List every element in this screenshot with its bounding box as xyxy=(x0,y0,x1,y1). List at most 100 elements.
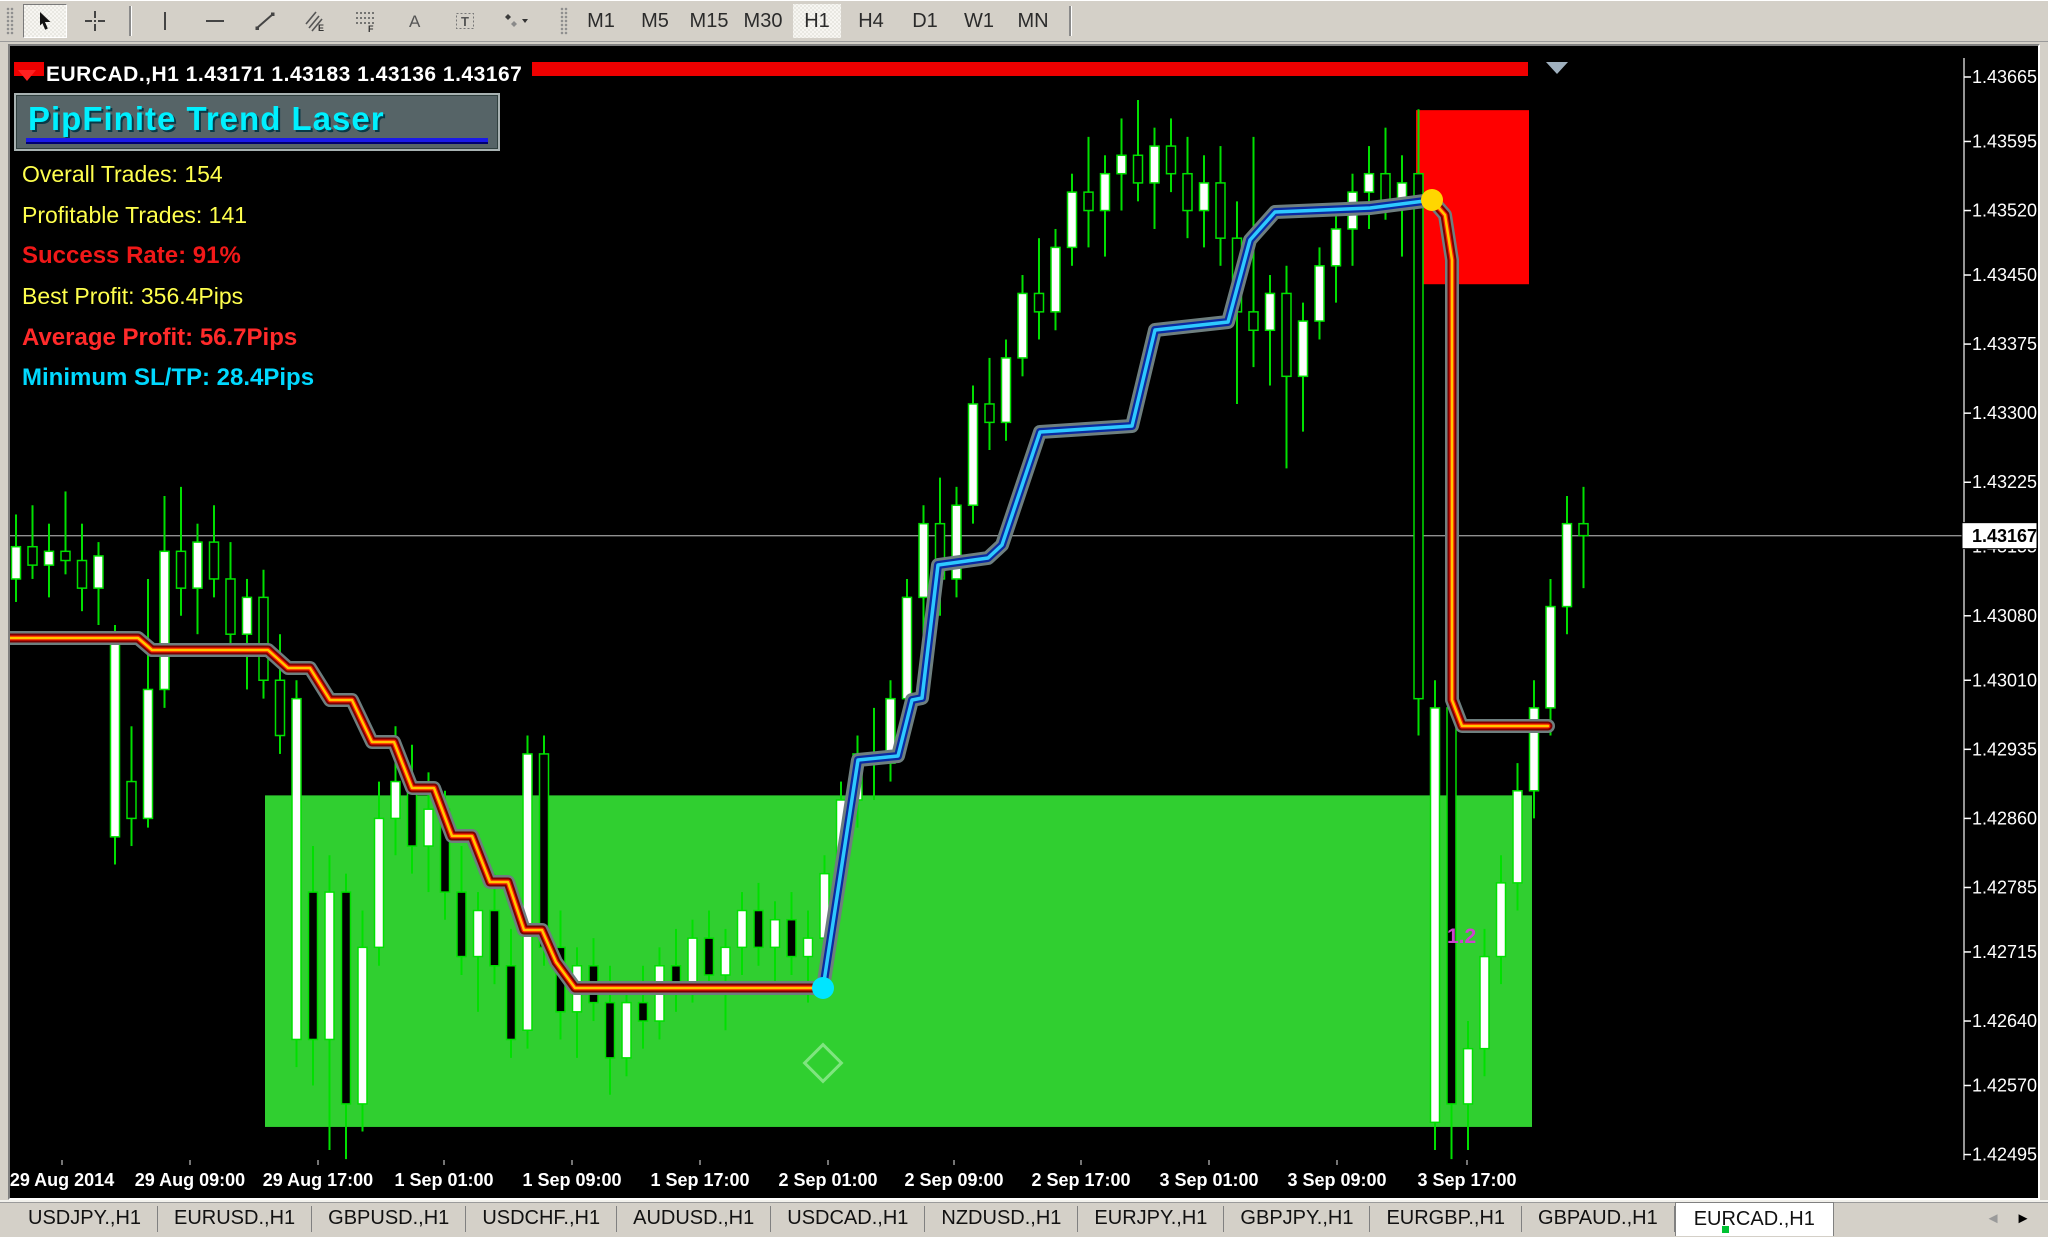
vline-icon xyxy=(153,9,177,33)
text-label-tool-button[interactable]: T xyxy=(443,4,487,38)
tab-separator xyxy=(1369,1205,1371,1232)
chart-title: EURCAD.,H1 1.43171 1.43183 1.43136 1.431… xyxy=(44,62,533,88)
laser-downtrend-right xyxy=(1425,193,1555,733)
hline-icon xyxy=(203,9,227,33)
tab-scroll-buttons: ◄ ► xyxy=(1978,1205,2048,1233)
time-axis-label: 2 Sep 17:00 xyxy=(1031,1170,1130,1190)
tab-eurjpyh1[interactable]: EURJPY.,H1 xyxy=(1094,1207,1208,1229)
toolbar-grip[interactable] xyxy=(560,7,568,35)
tab-gbpaudh1[interactable]: GBPAUD.,H1 xyxy=(1538,1207,1658,1229)
tab-separator xyxy=(924,1205,926,1232)
tab-scroll-right-icon[interactable]: ► xyxy=(2015,1210,2031,1227)
tab-scroll-left-icon[interactable]: ◄ xyxy=(1985,1210,2001,1227)
text-tool-button[interactable]: A xyxy=(393,4,437,38)
timeframe-M30-button[interactable]: M30 xyxy=(743,9,783,32)
fibonacci-tool-button[interactable]: F xyxy=(343,4,387,38)
indicator-title-underline xyxy=(26,138,488,144)
timeframe-D1-button[interactable]: D1 xyxy=(912,9,938,32)
price-axis-label: 1.43080 xyxy=(1972,606,2037,626)
indicator-stat: Minimum SL/TP: 28.4Pips xyxy=(22,364,315,392)
horizontal-line-tool-button[interactable] xyxy=(193,4,237,38)
tab-separator xyxy=(1077,1205,1079,1232)
tab-separator xyxy=(311,1205,313,1232)
arrows-icon xyxy=(500,9,530,33)
tab-usdchfh1[interactable]: USDCHF.,H1 xyxy=(482,1207,601,1229)
tab-eurgbph1[interactable]: EURGBP.,H1 xyxy=(1386,1207,1506,1229)
tab-eurcadh1[interactable]: EURCAD.,H1 xyxy=(1674,1201,1834,1236)
cursor-icon xyxy=(33,9,57,33)
toolbar-separator xyxy=(129,6,131,36)
tab-gbpjpyh1[interactable]: GBPJPY.,H1 xyxy=(1240,1207,1354,1229)
price-axis-label: 1.42570 xyxy=(1972,1075,2037,1095)
crosshair-tool-button[interactable] xyxy=(73,4,117,38)
svg-text:E: E xyxy=(318,23,324,33)
tab-eurusdh1[interactable]: EURUSD.,H1 xyxy=(174,1207,296,1229)
current-price-tag-text: 1.43167 xyxy=(1972,526,2037,546)
chart-canvas[interactable]: 1.21.436651.435951.435201.434501.433751.… xyxy=(10,46,2038,1198)
svg-text:T: T xyxy=(461,14,469,29)
timeframe-M1-button[interactable]: M1 xyxy=(587,9,615,32)
time-axis-label: 29 Aug 09:00 xyxy=(135,1170,245,1190)
timeframe-W1-button[interactable]: W1 xyxy=(964,9,994,32)
tab-separator xyxy=(157,1205,159,1232)
laser-downtrend-left xyxy=(10,631,830,995)
tab-separator xyxy=(1673,1205,1675,1232)
fibonacci-icon: F xyxy=(353,9,377,33)
price-axis-label: 1.43010 xyxy=(1972,670,2037,690)
timeframe-M5-button[interactable]: M5 xyxy=(641,9,669,32)
tab-nzdusdh1[interactable]: NZDUSD.,H1 xyxy=(941,1207,1062,1229)
svg-text:A: A xyxy=(409,12,421,31)
arrows-tool-button[interactable] xyxy=(493,4,537,38)
price-axis-label: 1.43300 xyxy=(1972,403,2037,423)
tab-separator xyxy=(1223,1205,1225,1232)
price-axis-label: 1.43375 xyxy=(1972,334,2037,354)
timeframe-H4-button[interactable]: H4 xyxy=(858,9,884,32)
price-axis-label: 1.43225 xyxy=(1972,472,2037,492)
indicator-stat: Average Profit: 56.7Pips xyxy=(22,323,298,351)
channel-icon: E xyxy=(303,9,327,33)
tab-usdcadh1[interactable]: USDCAD.,H1 xyxy=(787,1207,909,1229)
timeframe-MN-button[interactable]: MN xyxy=(1017,9,1049,32)
chart-shift-marker-icon[interactable] xyxy=(1546,62,1568,74)
toolbar-grip[interactable] xyxy=(6,7,14,35)
time-axis-label: 1 Sep 09:00 xyxy=(522,1170,621,1190)
price-axis[interactable]: 1.43665 1.43595 1.43520 1.43450 1.43375 1.433… xyxy=(1961,58,2038,1165)
svg-text:F: F xyxy=(368,24,374,33)
time-axis-label: 1 Sep 01:00 xyxy=(394,1170,493,1190)
trend-change-sell-dot xyxy=(1421,189,1443,211)
label-icon: T xyxy=(453,9,477,33)
equidistant-channel-tool-button[interactable]: E xyxy=(293,4,337,38)
trendline-icon xyxy=(253,9,277,33)
price-axis-label: 1.42935 xyxy=(1972,739,2037,759)
time-axis-label: 1 Sep 17:00 xyxy=(650,1170,749,1190)
tab-gbpusdh1[interactable]: GBPUSD.,H1 xyxy=(328,1207,450,1229)
chart-window: 1.2 1.43665 1.43595 1.43520 1.43450 1.43375 1.… xyxy=(8,44,2040,1200)
time-axis-label: 3 Sep 09:00 xyxy=(1287,1170,1386,1190)
symbol-tabbar: USDJPY.,H1 EURUSD.,H1 GBPUSD.,H1 USDCHF.,H1… xyxy=(0,1200,2048,1237)
indicator-title: PipFinite Trend Laser xyxy=(28,100,385,137)
candles xyxy=(10,100,1589,1160)
trendline-tool-button[interactable] xyxy=(243,4,287,38)
vertical-line-tool-button[interactable] xyxy=(143,4,187,38)
price-axis-label: 1.42640 xyxy=(1972,1011,2037,1031)
signal-diamond-icon xyxy=(802,1042,844,1084)
timeframe-H1-button[interactable]: H1 xyxy=(793,4,841,38)
trend-change-buy-dot xyxy=(812,977,834,999)
tab-activity-marker xyxy=(1721,1225,1729,1233)
indicator-stat: Success Rate: 91% xyxy=(22,241,241,269)
time-axis-label: 29 Aug 17:00 xyxy=(263,1170,373,1190)
time-axis-label: 29 Aug 2014 xyxy=(10,1170,114,1190)
symbol-dropdown-icon xyxy=(18,69,36,81)
laser-uptrend xyxy=(816,193,1439,995)
timeframes-group: M1 M5 M15 M30 H1 H4 D1 W1 MN xyxy=(574,4,1060,38)
tab-usdjpyh1[interactable]: USDJPY.,H1 xyxy=(28,1207,142,1229)
timeframe-M15-button[interactable]: M15 xyxy=(689,9,729,32)
main-toolbar: E F A T M1 M5 M15 M30 H1 H4 D1 W1 MN xyxy=(0,0,2048,42)
price-axis-label: 1.43520 xyxy=(1972,201,2037,221)
cursor-tool-button[interactable] xyxy=(23,4,67,38)
tab-audusdh1[interactable]: AUDUSD.,H1 xyxy=(633,1207,755,1229)
price-axis-label: 1.43450 xyxy=(1972,265,2037,285)
price-axis-label: 1.43595 xyxy=(1972,131,2037,151)
time-axis[interactable]: 29 Aug 2014 29 Aug 09:00 29 Aug 17:00 1 Sep… xyxy=(10,1160,1517,1190)
